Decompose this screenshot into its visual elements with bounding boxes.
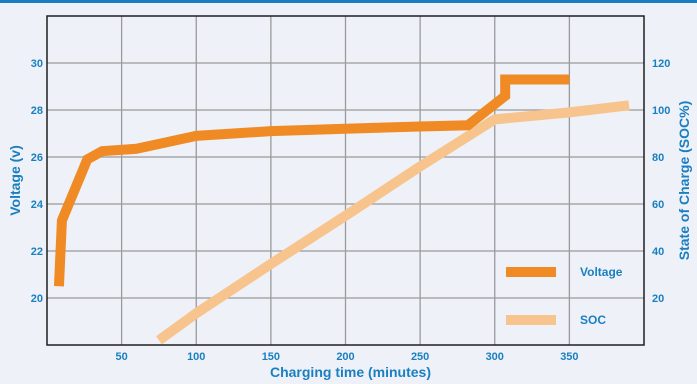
plot-area-border — [46, 15, 645, 346]
series-line-soc — [156, 100, 630, 345]
left-y-tick-label: 20 — [31, 293, 43, 305]
x-tick-label: 350 — [560, 351, 578, 363]
series-line-voltage — [53, 74, 570, 287]
right-y-axis-ticks: 20 40 60 80 100 120 — [652, 58, 670, 305]
right-y-tick-label: 20 — [652, 293, 664, 305]
right-y-tick-label: 120 — [652, 58, 670, 70]
right-y-tick-label: 100 — [652, 105, 670, 117]
x-tick-label: 150 — [262, 351, 280, 363]
x-tick-label: 250 — [411, 351, 429, 363]
x-tick-label: 300 — [486, 351, 504, 363]
x-tick-label: 200 — [336, 351, 354, 363]
legend-label-voltage: Voltage — [580, 265, 623, 279]
left-y-axis-ticks: 20 22 24 26 28 30 — [31, 58, 44, 305]
right-y-tick-label: 80 — [652, 152, 664, 164]
left-y-tick-label: 28 — [31, 105, 43, 117]
left-y-tick-label: 24 — [31, 199, 44, 211]
legend-label-soc: SOC — [580, 313, 606, 327]
left-y-tick-label: 22 — [31, 246, 43, 258]
x-tick-label: 50 — [116, 351, 128, 363]
x-axis-title: Charging time (minutes) — [270, 364, 431, 380]
x-tick-label: 100 — [187, 351, 205, 363]
right-y-tick-label: 60 — [652, 199, 664, 211]
series-layer — [53, 74, 630, 345]
right-y-axis-title: State of Charge (SOC%) — [676, 101, 692, 260]
dual-axis-line-chart: Voltage SOC 50 100 150 200 250 300 350 2022242… — [7, 15, 692, 380]
right-y-tick-label: 40 — [652, 246, 664, 258]
grid-lines — [47, 16, 644, 345]
legend: Voltage SOC — [506, 265, 623, 327]
left-y-axis-title: Voltage (v) — [7, 145, 23, 216]
left-y-tick-label: 26 — [31, 152, 43, 164]
left-y-tick-label: 30 — [31, 58, 43, 70]
x-axis-ticks: 50 100 150 200 250 300 350 — [116, 351, 579, 363]
